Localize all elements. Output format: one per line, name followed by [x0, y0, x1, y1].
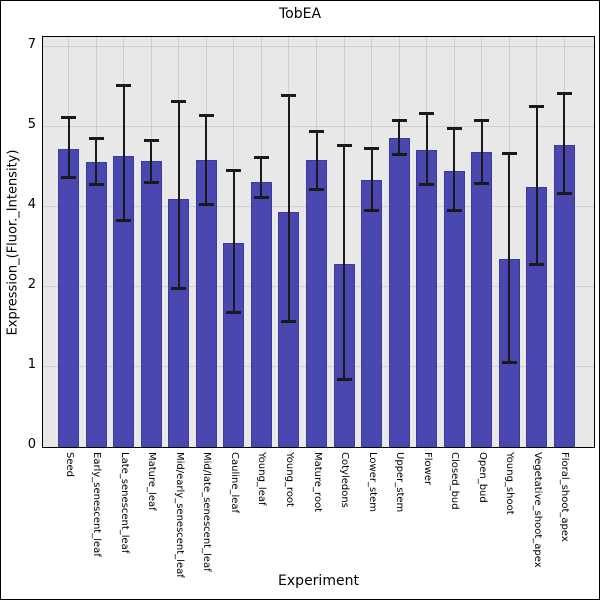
error-bar-bottom-cap [556, 192, 572, 196]
bar [306, 160, 327, 447]
error-bar-top-cap [556, 91, 572, 95]
bar [471, 152, 493, 447]
bar [388, 138, 410, 447]
bar [416, 150, 438, 447]
bar [58, 149, 80, 447]
error-bar-line [370, 148, 373, 211]
x-tick-label: Young_root [283, 452, 295, 507]
x-tick-label: Floral_shoot_apex [559, 452, 571, 542]
x-tick-label: Cauline_leaf [228, 452, 240, 514]
y-tick-label: 4 [27, 197, 36, 212]
error-bar-bottom-cap [446, 209, 462, 213]
x-tick-label: Upper_stem [394, 452, 406, 513]
error-bar-line [315, 130, 318, 190]
error-bar-top-cap [419, 112, 435, 116]
error-bar-bottom-cap [309, 188, 324, 192]
bar [140, 161, 162, 447]
error-bar-top-cap [529, 105, 545, 109]
error-bar-line [453, 128, 456, 211]
error-bar-top-cap [501, 152, 517, 156]
error-bar-bottom-cap [474, 181, 490, 185]
x-tick-label: Early_senescent_leaf [91, 452, 103, 557]
x-tick-label: Closed_bud [449, 452, 461, 510]
y-gridline [43, 126, 594, 127]
error-bar-bottom-cap [116, 219, 132, 222]
x-tick-label: Seed [63, 452, 75, 477]
error-bar-line [287, 94, 290, 322]
bar [250, 182, 272, 447]
error-bar-line [508, 153, 511, 362]
error-bar-line [425, 113, 428, 185]
x-tick-label: Open_bud [476, 452, 488, 503]
error-bar-line [150, 140, 153, 182]
error-bar-top-cap [143, 139, 159, 143]
error-bar-line [343, 145, 346, 379]
error-bar-line [563, 92, 566, 194]
error-bar-line [232, 170, 235, 312]
bar [361, 180, 383, 447]
error-bar-bottom-cap [88, 183, 104, 187]
y-tick-label: 7 [27, 37, 36, 52]
bar [85, 162, 107, 447]
x-tick-label: Mid/early_senescent_leaf [173, 452, 185, 578]
error-bar-line [535, 106, 538, 265]
x-tick-label: Mid/late_senescent_leaf [201, 452, 213, 572]
x-tick-label: Young_shoot [504, 452, 516, 515]
y-axis-title: Expression_(Fluor._Intensity) [5, 149, 21, 335]
y-tick-label: 2 [27, 277, 36, 292]
error-bar-bottom-cap [281, 320, 297, 324]
error-bar-top-cap [391, 119, 407, 122]
error-bar-bottom-cap [143, 181, 159, 184]
error-bar-bottom-cap [226, 310, 242, 314]
error-bar-top-cap [309, 129, 324, 133]
error-bar-line [205, 115, 208, 205]
x-tick-label: Mature_root [311, 452, 323, 513]
error-bar-bottom-cap [391, 153, 407, 156]
error-bar-bottom-cap [253, 196, 269, 200]
error-bar-bottom-cap [61, 176, 77, 180]
x-tick-label: Vegetative_shoot_apex [531, 452, 543, 568]
error-bar-bottom-cap [198, 203, 214, 207]
x-tick-label: Mature_leaf [146, 452, 158, 511]
error-bar-top-cap [88, 137, 104, 140]
x-tick-label: Young_leaf [256, 452, 268, 506]
x-tick-label: Lower_stem [366, 452, 378, 512]
error-bar-top-cap [171, 99, 187, 103]
error-bar-line [398, 120, 401, 154]
error-bar-line [95, 138, 98, 185]
x-tick-label: Cotyledons [339, 452, 351, 508]
plot-area [42, 36, 595, 448]
error-bar-line [67, 117, 70, 178]
error-bar-top-cap [198, 114, 214, 118]
error-bar-bottom-cap [419, 183, 435, 187]
error-bar-top-cap [336, 144, 352, 148]
x-tick-label: Late_senescent_leaf [118, 452, 130, 554]
error-bar-bottom-cap [364, 209, 380, 213]
error-bar-top-cap [226, 169, 242, 172]
y-axis-title-box: Expression_(Fluor._Intensity) [0, 36, 26, 448]
chart-title: TobEA [278, 6, 322, 22]
error-bar-top-cap [446, 127, 462, 131]
error-bar-top-cap [253, 156, 269, 160]
error-bar-bottom-cap [336, 377, 352, 381]
error-bar-top-cap [61, 116, 77, 120]
error-bar-bottom-cap [171, 287, 187, 291]
error-bar-top-cap [281, 93, 297, 97]
error-bar-bottom-cap [501, 361, 517, 364]
y-gridline [43, 46, 594, 47]
error-bar-line [260, 157, 263, 198]
error-bar-line [122, 84, 125, 220]
error-bar-bottom-cap [529, 263, 545, 267]
error-bar-line [480, 120, 483, 183]
x-tick-label: Flower [421, 452, 433, 486]
x-axis-title: Experiment [278, 573, 359, 589]
y-tick-label: 1 [27, 357, 36, 372]
error-bar-top-cap [116, 83, 132, 87]
error-bar-line [177, 100, 180, 289]
error-bar-top-cap [474, 119, 490, 122]
error-bar-top-cap [364, 147, 380, 151]
y-tick-label: 5 [27, 117, 36, 132]
y-tick-label: 0 [27, 437, 36, 452]
